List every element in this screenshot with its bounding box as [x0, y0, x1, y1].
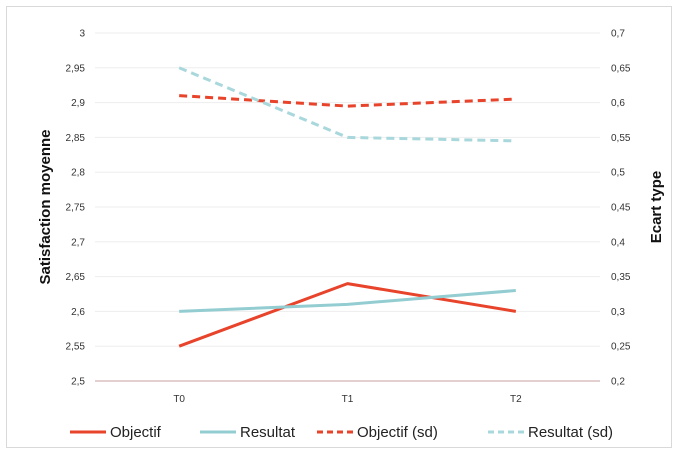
y2-tick-label: 0,7 [611, 29, 625, 40]
y-tick-label: 2,55 [66, 342, 86, 353]
x-tick-label: T0 [173, 394, 185, 405]
y-tick-label: 2,5 [71, 377, 85, 388]
legend: Objectif Resultat Objectif (sd) Resultat (s… [70, 424, 613, 441]
y2-tick-label: 0,65 [611, 63, 631, 74]
y2-tick-label: 0,2 [611, 377, 625, 388]
y2-tick-label: 0,4 [611, 237, 625, 248]
y-tick-label: 2,85 [66, 133, 86, 144]
y-axis-right-ticks: 0,2 0,25 0,3 0,35 0,4 0,45 0,5 0,55 0,6 0,65 0,7 [611, 29, 631, 388]
y2-tick-label: 0,6 [611, 98, 625, 109]
y-tick-label: 2,75 [66, 203, 86, 214]
series-line-objectif-sd [179, 94, 516, 108]
chart-frame [6, 6, 672, 448]
x-tick-label: T1 [342, 394, 354, 405]
y-tick-label: 3 [79, 29, 85, 40]
series-lines [178, 66, 517, 348]
y2-tick-label: 0,35 [611, 272, 631, 283]
y-tick-label: 2,7 [71, 237, 85, 248]
y-tick-label: 2,65 [66, 272, 86, 283]
y-tick-label: 2,8 [71, 168, 85, 179]
y2-tick-label: 0,5 [611, 168, 625, 179]
legend-label: Resultat (sd) [528, 424, 613, 441]
y-tick-label: 2,95 [66, 63, 86, 74]
gridlines [95, 32, 600, 347]
x-tick-label: T2 [510, 394, 522, 405]
y-axis-left-title: Satisfaction moyenne [37, 129, 54, 284]
y2-tick-label: 0,45 [611, 203, 631, 214]
legend-label: Resultat [240, 424, 296, 441]
y-axis-right-title: Ecart type [648, 171, 665, 244]
y2-tick-label: 0,3 [611, 307, 625, 318]
y-tick-label: 2,9 [71, 98, 85, 109]
x-axis-ticks: T0 T1 T2 [173, 394, 522, 405]
series-line-resultat [179, 289, 516, 313]
y2-tick-label: 0,55 [611, 133, 631, 144]
legend-label: Objectif [110, 424, 162, 441]
y-axis-left-ticks: 2,5 2,55 2,6 2,65 2,7 2,75 2,8 2,85 2,9 2,95 3 [66, 29, 86, 388]
y-tick-label: 2,6 [71, 307, 85, 318]
series-line-resultat-sd [178, 66, 516, 143]
legend-label: Objectif (sd) [357, 424, 438, 441]
y2-tick-label: 0,25 [611, 342, 631, 353]
series-line-objectif [178, 282, 517, 348]
